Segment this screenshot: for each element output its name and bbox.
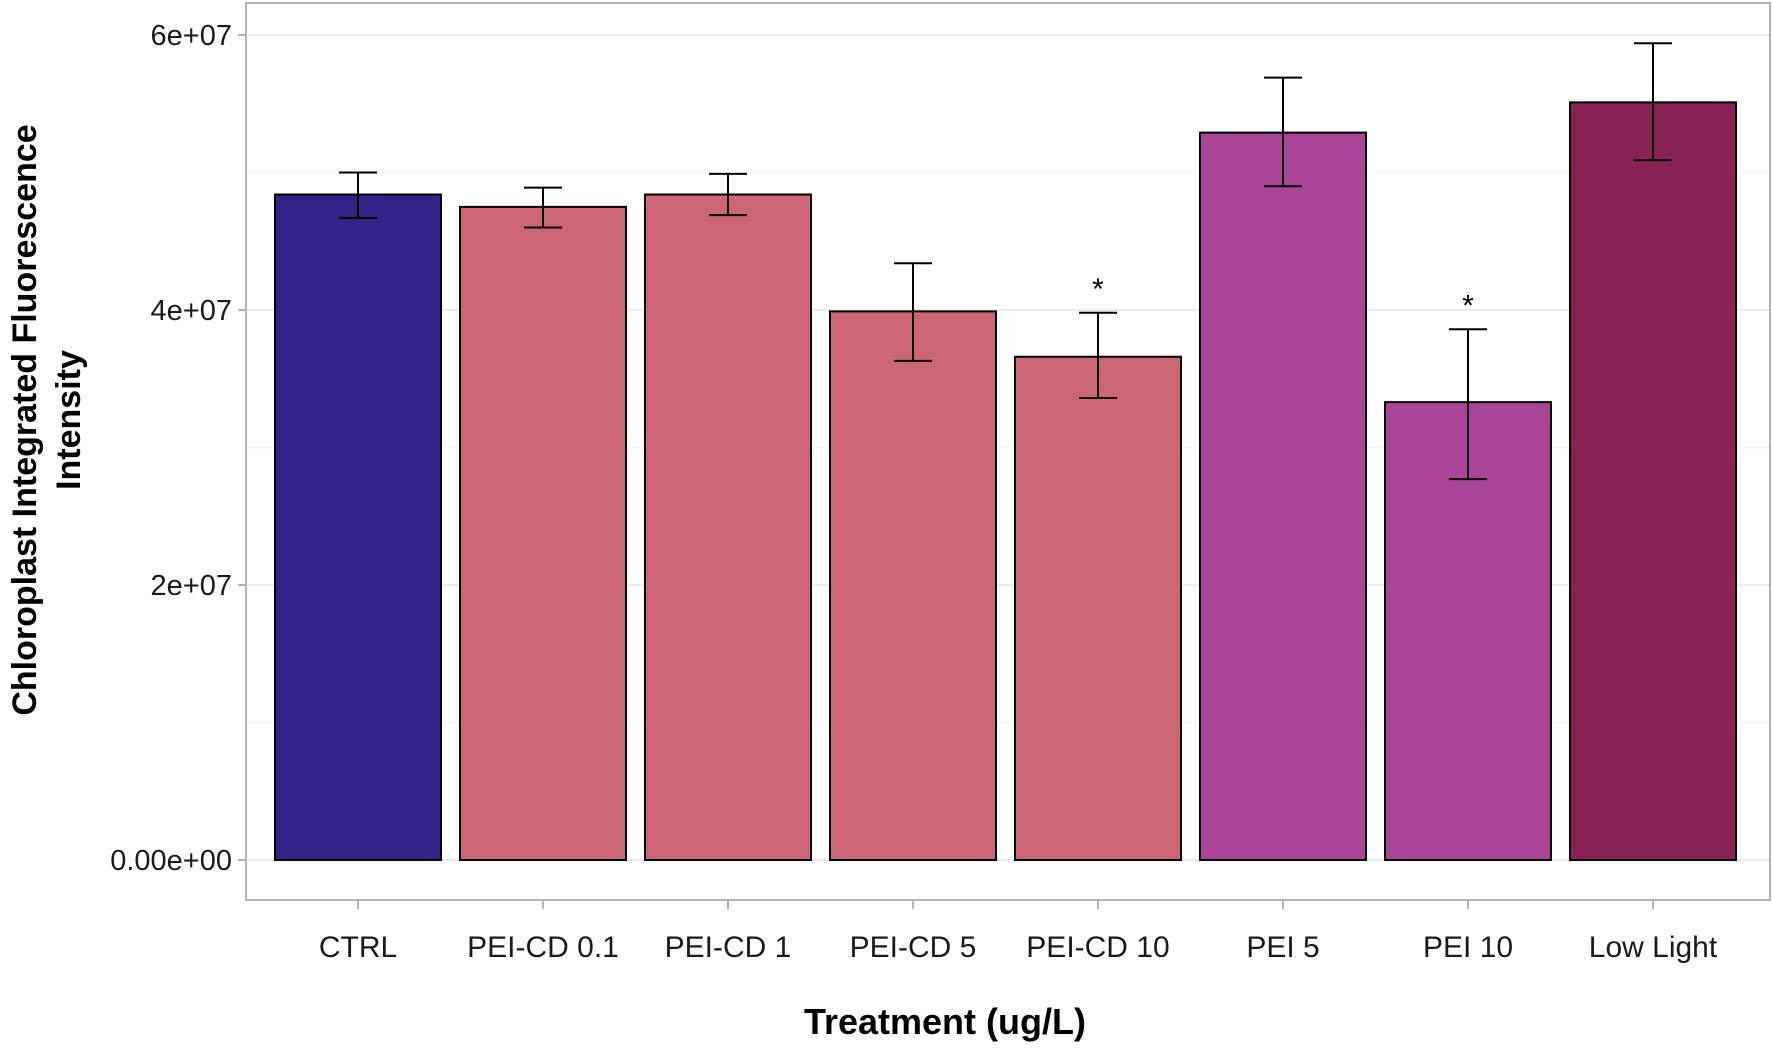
x-axis: CTRL PEI-CD 0.1 PEI-CD 1 PEI-CD 5 PEI-CD 10 P…	[319, 900, 1718, 964]
y-tick-label: 0.00e+00	[110, 845, 232, 877]
x-tick-label: PEI 10	[1423, 931, 1513, 964]
y-axis-label-line1: Chloroplast Integrated Fluorescence	[6, 124, 44, 715]
x-tick-label: PEI-CD 1	[665, 931, 792, 964]
bar-pei-cd-5	[829, 310, 997, 861]
bar-low-light	[1569, 101, 1737, 861]
y-axis: 0.00e+00 2e+07 4e+07 6e+07	[110, 20, 246, 877]
x-tick-label: Low Light	[1589, 931, 1718, 964]
y-tick-label: 2e+07	[151, 570, 232, 602]
x-axis-label: Treatment (ug/L)	[804, 1001, 1086, 1042]
x-tick-label: CTRL	[319, 931, 397, 964]
significance-marker: *	[1462, 289, 1474, 322]
bar-pei-cd-0-1	[459, 205, 627, 861]
x-tick-label: PEI-CD 0.1	[467, 931, 619, 964]
y-axis-label-line2: Intensity	[50, 350, 88, 490]
x-tick-label: PEI-CD 10	[1026, 931, 1169, 964]
bar-pei-cd-1	[644, 193, 812, 861]
bar-pei-5	[1199, 131, 1367, 861]
plot-panel	[245, 2, 1771, 901]
bars: * *	[274, 42, 1737, 861]
bar-ctrl	[274, 193, 442, 861]
significance-marker: *	[1092, 273, 1104, 306]
y-tick-label: 6e+07	[151, 20, 232, 52]
y-tick-label: 4e+07	[151, 295, 232, 327]
x-tick-label: PEI 5	[1246, 931, 1319, 964]
bar-pei-cd-10	[1014, 355, 1182, 861]
x-tick-label: PEI-CD 5	[850, 931, 977, 964]
